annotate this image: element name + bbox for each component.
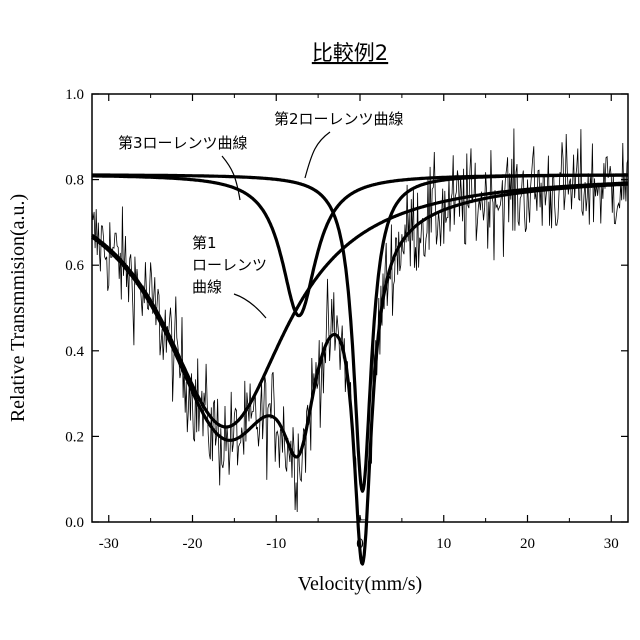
axis-ticks: -30-20-1001020300.00.20.40.60.81.0 [65,87,628,552]
y-tick-label: 1.0 [65,87,84,103]
annotation-lorentz-2: 第2ローレンツ曲線 [274,110,404,128]
y-axis-label: Relative Transmmision(a.u.) [7,194,29,422]
annotation-lorentz-1-leader [234,294,266,318]
x-tick-label: -10 [266,536,286,552]
y-tick-label: 0.2 [65,429,84,445]
annotation-lorentz-2-leader [305,132,330,178]
x-tick-label: 20 [520,536,535,552]
x-tick-label: 10 [436,536,451,552]
lorentz-curve-3 [92,175,628,316]
lorentz-curve-2 [92,175,628,491]
annotation-lorentz-3: 第3ローレンツ曲線 [118,134,248,152]
x-tick-label: -30 [99,536,119,552]
annotation-lorentz-1-line: 曲線 [192,278,222,296]
mossbauer-chart: 比較例2 -30-20-1001020300.00.20.40.60.81.0 … [0,0,640,640]
y-tick-label: 0.4 [65,344,84,360]
x-tick-label: -20 [183,536,203,552]
chart-title: 比較例2 [312,41,388,65]
x-axis-label: Velocity(mm/s) [298,573,422,595]
y-tick-label: 0.6 [65,258,84,274]
annotation-lorentz-1-line: ローレンツ [192,256,267,274]
y-tick-label: 0.8 [65,173,84,189]
annotation-lorentz-1-line: 第1 [192,234,217,252]
x-tick-label: 30 [604,536,619,552]
annotations: 第3ローレンツ曲線 第2ローレンツ曲線第1 ローレンツ曲線 [118,110,404,318]
y-tick-label: 0.0 [65,515,84,531]
